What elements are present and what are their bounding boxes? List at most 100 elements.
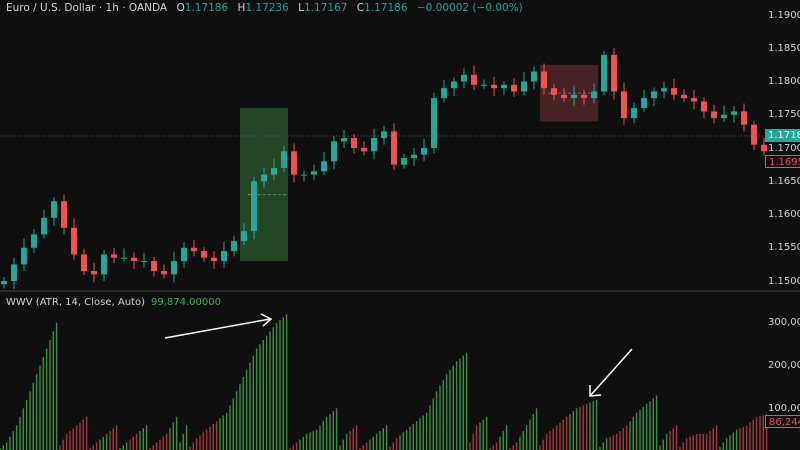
low-label: L [298,2,304,14]
candle-body [211,257,217,262]
candle-body [381,131,387,139]
separator: · [98,2,103,14]
change-value: −0.00002 (−0.00%) [416,2,523,14]
candle-body [141,261,147,263]
separator: · [122,2,126,14]
candle-body [481,84,487,86]
candle-body [121,257,127,259]
candle-body [181,247,187,262]
candle-body [641,98,647,109]
candle-body [31,234,37,248]
candle-body [61,201,67,228]
candle-body [321,161,327,172]
candle-body [561,94,567,99]
candle-body [331,141,337,162]
candle-body [361,148,367,152]
candle-body [551,88,557,95]
candle-body [241,231,247,242]
candle-body [611,54,617,92]
price-axis-tick: 1.1750 [768,109,800,121]
candle-body [621,91,627,119]
price-axis-tick: 1.1900 [768,9,800,21]
candle-body [81,254,87,272]
candle-body [271,167,277,175]
candle-body [731,111,737,115]
candle-body [601,54,607,92]
candle-body [151,261,157,272]
price-axis-tick: 1.1600 [768,209,800,220]
indicator-value: 99,874.00000 [150,297,221,308]
candle-body [681,94,687,99]
candle-body [261,174,267,182]
candle-body [541,71,547,89]
price-axis-tick: 1.1550 [768,242,800,254]
candle-body [251,181,257,232]
candle-body [431,98,437,148]
price-axis-tick: 1.1700 [768,142,800,154]
candle-body [171,261,177,275]
annotation-arrow [164,318,271,339]
candle-body [311,171,317,175]
candle-body [281,151,287,168]
volume-axis-tick: 300,000 [768,317,800,329]
candle-body [1,281,7,285]
candle-body [411,154,417,158]
source: OANDA [128,2,168,14]
candle-body [751,124,757,145]
candle-body [191,247,197,252]
low-value: 1.17167 [304,2,348,14]
candle-body [721,114,727,119]
candle-body [221,251,227,262]
open-value: 1.17186 [184,2,229,14]
candle-body [451,81,457,89]
candle-body [41,217,47,235]
candle-body [391,131,397,165]
annotation-arrow [589,348,633,397]
price-axis-tick: 1.1800 [768,76,800,87]
candle-body [91,271,97,275]
candle-body [201,251,207,258]
volume-axis-tick: 100,000 [768,402,800,414]
candle-body [631,108,637,119]
candle-body [671,88,677,95]
candle-body [351,138,357,148]
candle-body [11,264,17,281]
candle-body [161,271,167,275]
candle-body [701,101,707,112]
candle-body [131,257,137,262]
close-value: 1.17186 [364,2,408,14]
candle-body [421,148,427,155]
arrow-head-icon [589,385,602,397]
indicator-legend[interactable]: WWV (ATR, 14, Close, Auto) 99,874.00000 [6,297,221,308]
candle-body [291,151,297,175]
candle-body [571,94,577,99]
price-tag: 1.1695 [765,155,800,168]
candle-body [531,71,537,82]
candle-body [441,88,447,99]
candle-body [591,91,597,99]
candle-body [711,111,717,119]
candle-body [741,111,747,125]
candle-body [51,201,57,218]
candle-body [101,254,107,275]
candle-body [461,74,467,82]
price-axis-tick: 1.1650 [768,175,800,187]
open-label: O [176,2,185,14]
candle-body [761,144,767,152]
candle-body [511,84,517,92]
candle-body [401,157,407,165]
high-label: H [237,2,246,14]
symbol-name[interactable]: Euro / U.S. Dollar [6,2,96,14]
candle-body [581,94,587,99]
close-label: C [356,2,365,14]
price-axis-tick: 1.1500 [768,275,800,287]
interval[interactable]: 1h [105,2,119,14]
candle-body [301,174,307,176]
candle-body [521,81,527,92]
indicator-title: WWV (ATR, 14, Close, Auto) [6,297,145,308]
symbol-legend: Euro / U.S. Dollar · 1h · OANDA O1.17186… [6,2,529,14]
volume-axis-tick: 200,000 [768,360,800,372]
arrow-head-icon [260,313,273,327]
